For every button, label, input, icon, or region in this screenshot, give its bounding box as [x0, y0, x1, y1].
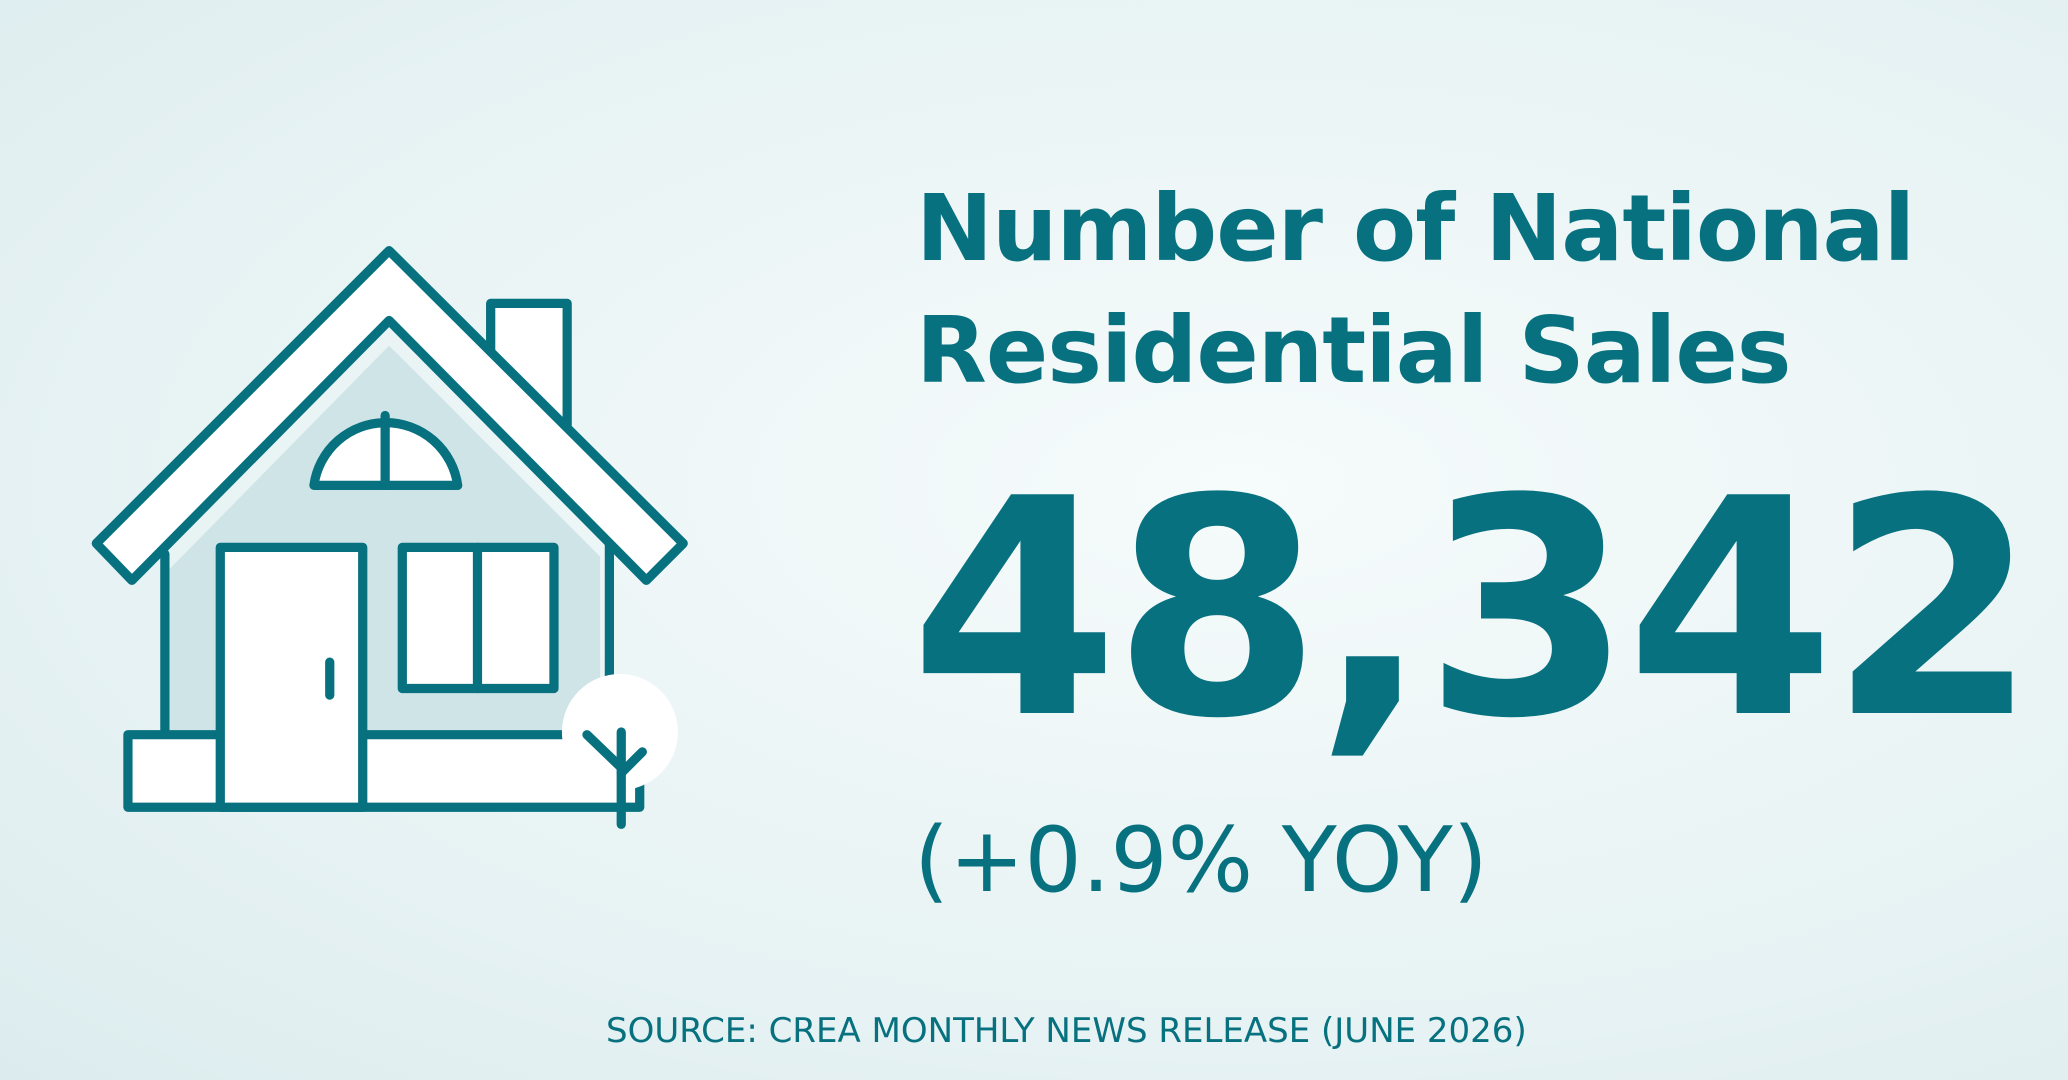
- title: Number of National Residential Sales: [916, 175, 1915, 404]
- house-icon: [91, 245, 688, 829]
- source: SOURCE: CREA MONTHLY NEWS RELEASE (JUNE …: [606, 1011, 1527, 1051]
- headline-value: 48,342: [910, 435, 2038, 784]
- change: (+0.9% YOY): [914, 808, 1488, 913]
